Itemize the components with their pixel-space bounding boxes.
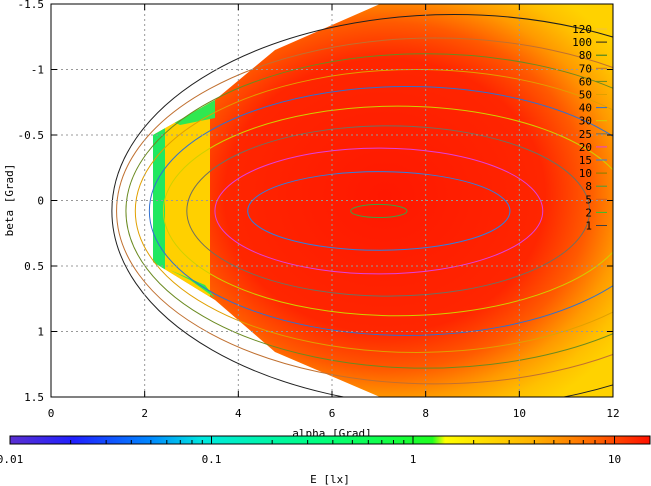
x-axis-ticks: 0 2 4 6 8 10 12 [48, 4, 620, 420]
y-axis-ticks: -1.5 -1 -0.5 0 0.5 1 1.5 [18, 0, 613, 404]
contour-line-20 [214, 147, 544, 275]
contour-key-label: 5 [585, 193, 592, 206]
colorbar-ticks: 0.01 0.1 1 10 [0, 436, 621, 466]
contour-key-label: 120 [572, 23, 592, 36]
y-tick-label: -0.5 [18, 129, 45, 142]
x-tick-label: 4 [235, 407, 242, 420]
colorbar-tick-label: 0.1 [202, 453, 222, 466]
colorbar-label: E [lx] [310, 473, 350, 486]
x-tick-label: 6 [329, 407, 336, 420]
contour-key-label: 20 [579, 141, 592, 154]
contour-line-40 [148, 86, 613, 336]
colorbar-tick-label: 10 [608, 453, 621, 466]
y-tick-label: -1 [31, 64, 44, 77]
contour-key-label: 70 [579, 62, 592, 75]
x-tick-label: 10 [513, 407, 526, 420]
contour-key-label: 25 [579, 128, 592, 141]
y-tick-label: -1.5 [18, 0, 45, 11]
contour-line-100 [111, 14, 613, 397]
contour-key-label: 40 [579, 102, 592, 115]
y-axis-label: beta [Grad] [3, 164, 16, 237]
y-tick-label: 1 [37, 326, 44, 339]
x-tick-label: 0 [48, 407, 55, 420]
contour-lines [111, 14, 613, 397]
contour-key-label: 8 [585, 180, 592, 193]
contour-key-label: 80 [579, 49, 592, 62]
contour-line-60 [125, 53, 613, 369]
contour-key-label: 2 [585, 206, 592, 219]
x-tick-label: 12 [606, 407, 619, 420]
contour-key-label: 100 [572, 36, 592, 49]
x-tick-label: 2 [141, 407, 148, 420]
contour-line-25 [186, 125, 591, 297]
contour-key-label: 30 [579, 115, 592, 128]
contour-line-15 [247, 171, 511, 251]
y-tick-label: 0.5 [24, 260, 44, 273]
contour-line-30 [162, 105, 613, 317]
contour-line-8 [350, 203, 408, 219]
grid [51, 4, 613, 397]
y-tick-label: 0 [37, 195, 44, 208]
contour-key-label: 15 [579, 154, 592, 167]
contour-line-70 [116, 37, 613, 385]
contour-key-label: 1 [585, 220, 592, 233]
contour-key-label: 10 [579, 167, 592, 180]
x-tick-label: 8 [422, 407, 429, 420]
colorbar-tick-label: 1 [410, 453, 417, 466]
y-tick-label: 1.5 [24, 391, 44, 404]
contour-key-label: 60 [579, 75, 592, 88]
colorbar-tick-label: 0.01 [0, 453, 23, 466]
contour-key-label: 50 [579, 89, 592, 102]
